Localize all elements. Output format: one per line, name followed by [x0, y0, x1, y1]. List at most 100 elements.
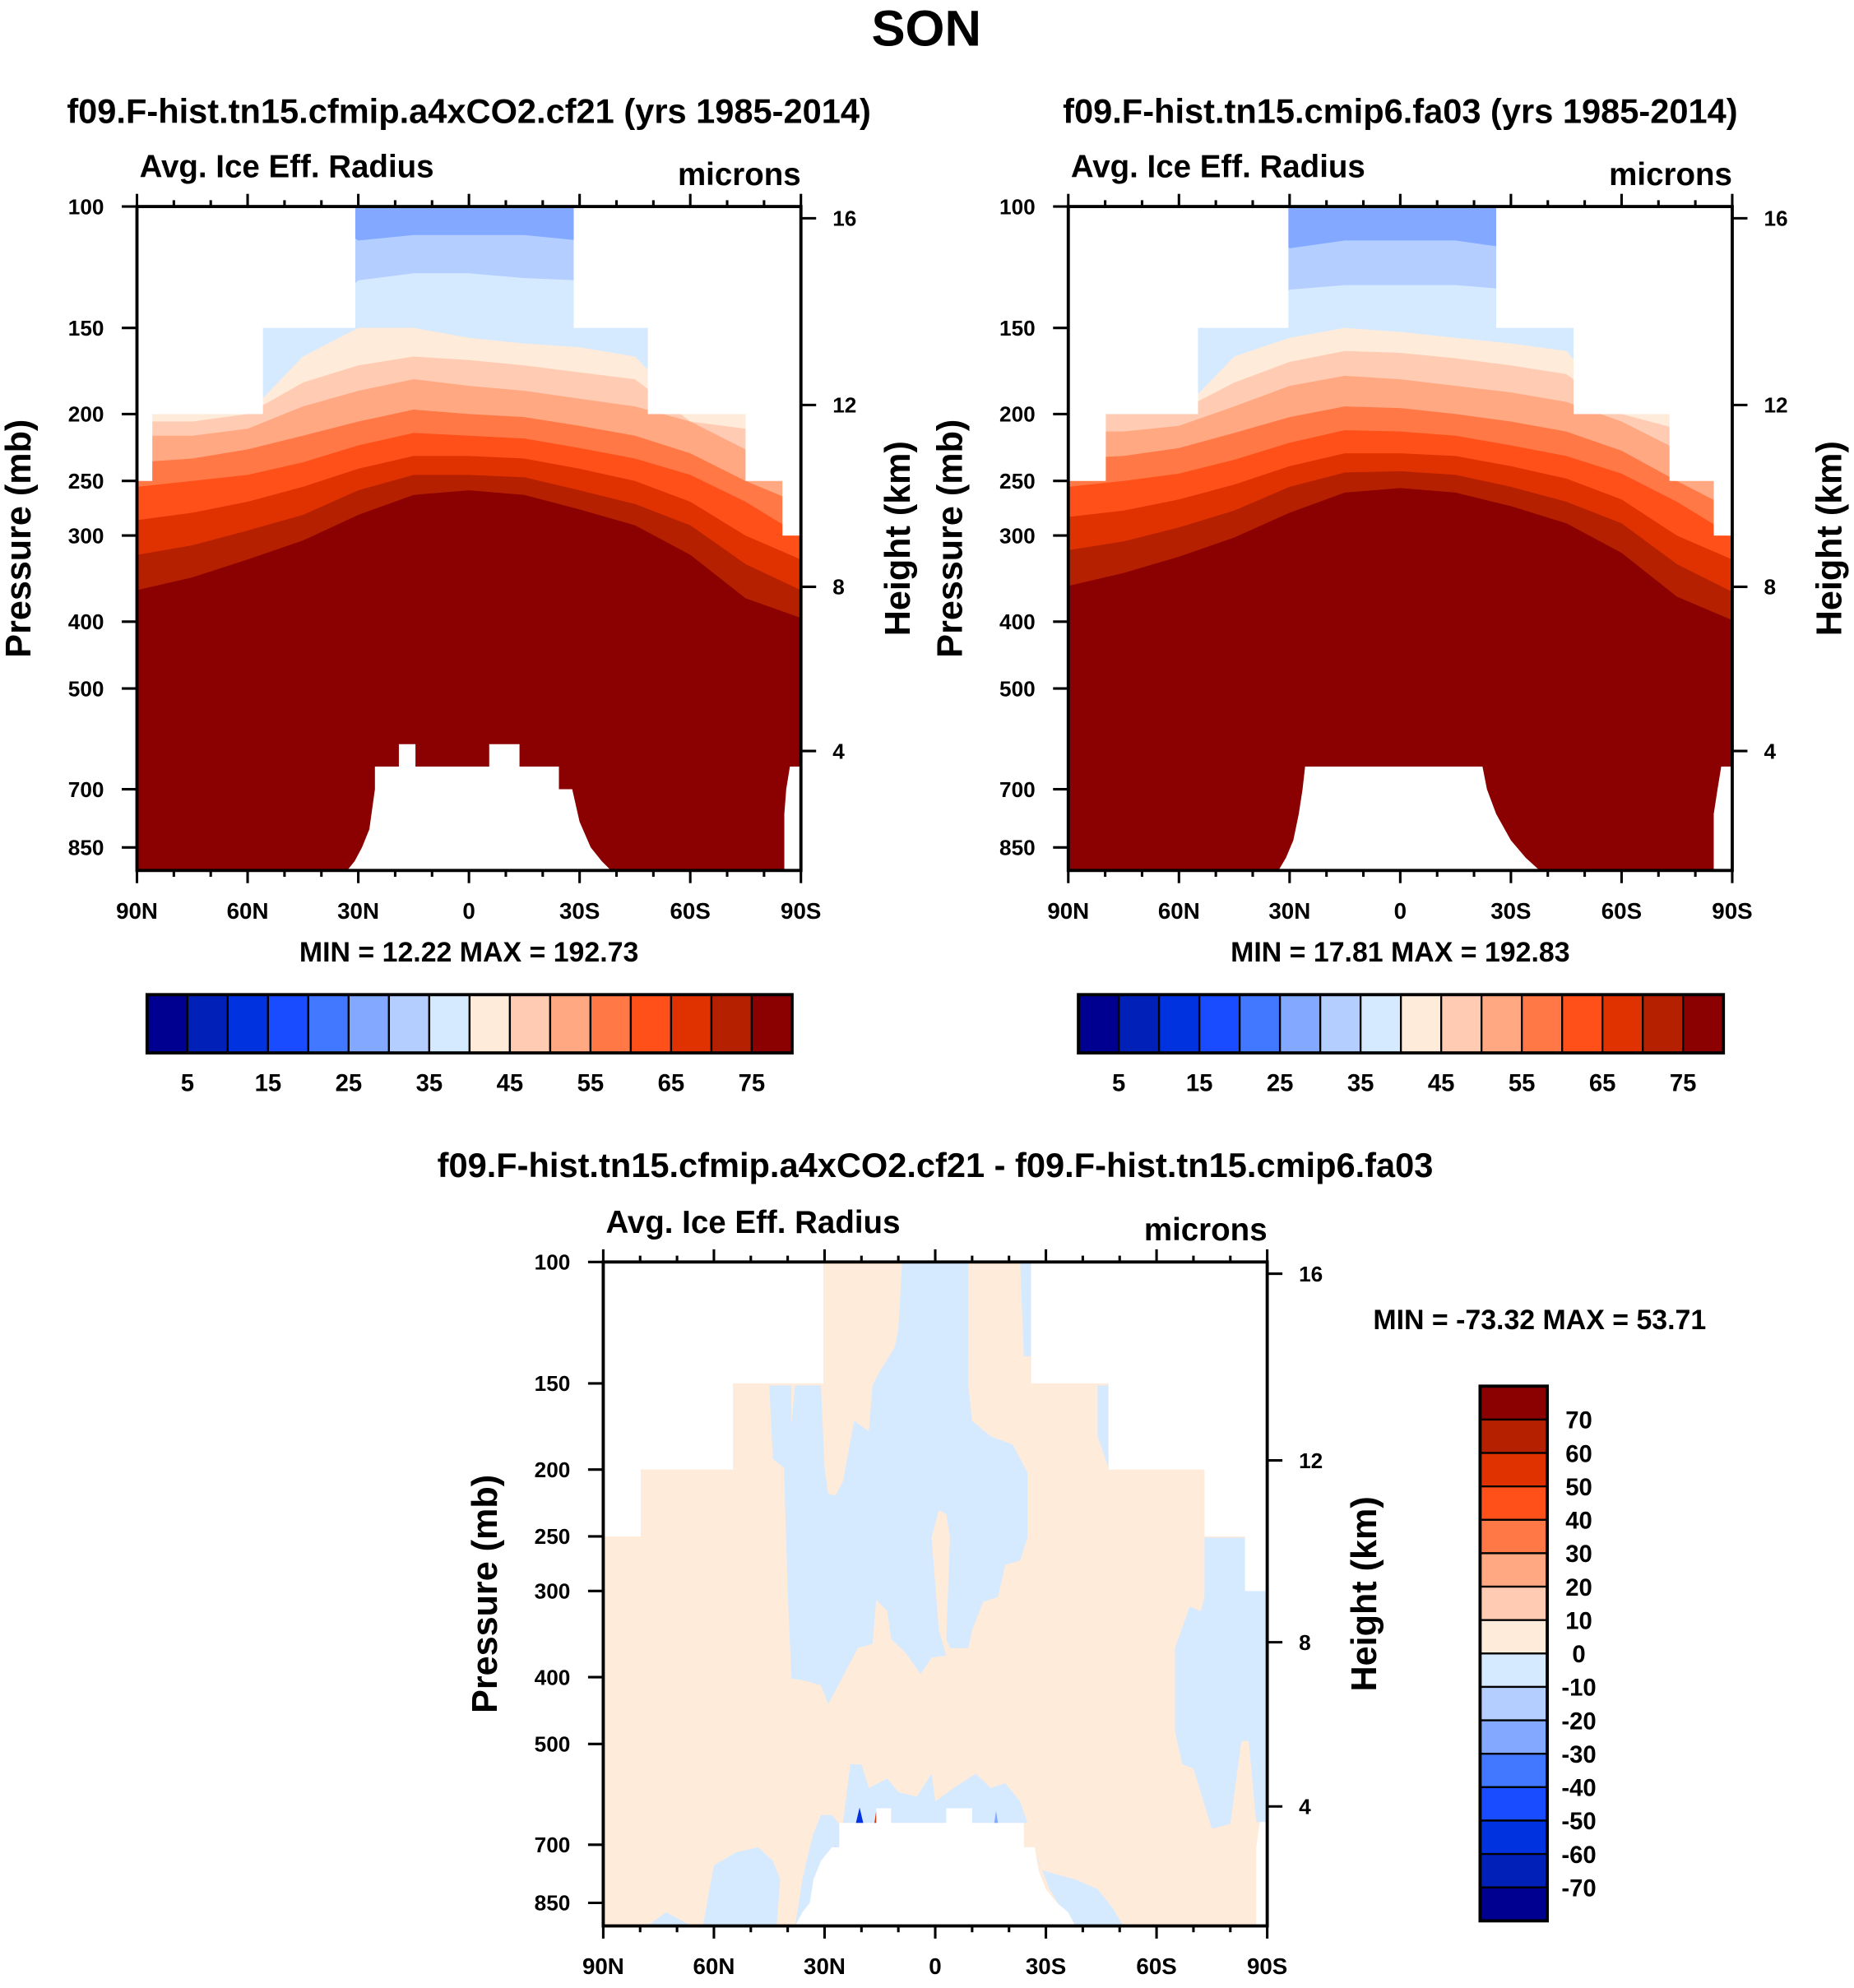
- colorbar-label: 45: [1428, 1070, 1455, 1096]
- missing-data-mask: [1197, 206, 1289, 328]
- x-tick-label: 90S: [781, 898, 821, 924]
- x-tick-label: 90S: [1247, 1953, 1287, 1979]
- x-tick-label: 90N: [582, 1953, 624, 1979]
- colorbar-label: -70: [1561, 1876, 1596, 1902]
- y-tick-label: 250: [68, 469, 104, 494]
- y-tick-label: 150: [999, 316, 1036, 341]
- height-tick-label: 8: [1299, 1630, 1311, 1655]
- colorbar-frame: [1478, 1384, 1549, 1923]
- colorbar-box: [1479, 1685, 1549, 1722]
- y-tick-label: 400: [68, 609, 104, 634]
- topography-mask: [1278, 766, 1540, 871]
- y-tick-label: 200: [68, 402, 104, 427]
- height-tick-label: 12: [1764, 393, 1787, 418]
- y-tick-label: 700: [68, 777, 104, 802]
- x-tick-label: 60S: [1601, 898, 1642, 924]
- colorbar-box: [226, 994, 270, 1054]
- height-tick-label: 12: [832, 393, 856, 418]
- colorbar-label: 10: [1565, 1608, 1592, 1634]
- contour-field: [1068, 206, 1732, 871]
- x-tick-label: 90N: [116, 898, 158, 924]
- y-tick-label: 400: [535, 1665, 571, 1689]
- y-tick-label: 100: [68, 194, 104, 219]
- contour-region: [1175, 1537, 1268, 1829]
- y-tick-label: 500: [999, 676, 1036, 701]
- contour-region: [855, 1807, 864, 1823]
- variable-name: Avg. Ice Eff. Radius: [1071, 150, 1365, 185]
- missing-data-mask: [573, 206, 649, 328]
- missing-data-mask: [603, 1262, 642, 1536]
- missing-data-mask: [745, 206, 784, 481]
- colorbar-box: [1117, 994, 1161, 1054]
- colorbar-box: [1642, 994, 1685, 1054]
- colorbar: 5 15 25 35 45 55 65 75: [145, 993, 794, 1096]
- missing-data-mask: [1495, 206, 1574, 328]
- colorbar-box: [1479, 1619, 1549, 1655]
- x-tick-label: 90N: [1047, 898, 1089, 924]
- topography-mask: [795, 1808, 1076, 1926]
- panel-difference: 90N 60N 30N 0 30S 60S 90S100150200250300400500…: [438, 1146, 1707, 1979]
- missing-data-mask: [1669, 206, 1715, 481]
- contour-field: [137, 206, 801, 871]
- colorbar-box: [387, 994, 431, 1054]
- colorbar-box: [1359, 994, 1402, 1054]
- height-axis-label: Height (km): [878, 441, 918, 636]
- y-axis-label: Pressure (mb): [930, 419, 970, 658]
- y-tick-label: 300: [999, 523, 1036, 548]
- colorbar-label: 65: [1589, 1070, 1616, 1096]
- colorbar-box: [1439, 994, 1483, 1054]
- colorbar-box: [428, 994, 471, 1054]
- colorbar-box: [1479, 1786, 1549, 1822]
- colorbar-box: [1479, 1452, 1549, 1488]
- colorbar-box: [1479, 1485, 1549, 1521]
- x-tick-label: 0: [462, 898, 475, 924]
- colorbar: 5 15 25 35 45 55 65 75: [1077, 993, 1726, 1096]
- colorbar-box: [670, 994, 713, 1054]
- y-tick-label: 850: [68, 836, 104, 860]
- colorbar-box: [710, 994, 753, 1054]
- y-tick-label: 150: [535, 1371, 571, 1396]
- height-tick-label: 8: [832, 575, 845, 600]
- colorbar-box: [1479, 1585, 1549, 1621]
- colorbar-box: [1399, 994, 1443, 1054]
- colorbar-box: [1479, 1852, 1549, 1888]
- height-tick-label: 16: [1764, 206, 1787, 231]
- colorbar-label: 0: [1572, 1642, 1585, 1668]
- height-axis-label: Height (km): [1810, 441, 1849, 636]
- y-tick-label: 500: [535, 1732, 571, 1757]
- missing-data-mask: [1105, 206, 1198, 415]
- x-tick-label: 60N: [227, 898, 269, 924]
- missing-data-mask: [640, 1262, 734, 1470]
- min-max-label: MIN = 17.81 MAX = 192.83: [1231, 937, 1569, 968]
- y-tick-label: 200: [535, 1457, 571, 1482]
- colorbar-label: 75: [739, 1070, 766, 1096]
- colorbar-box: [146, 994, 189, 1054]
- contour-region: [647, 1912, 693, 1926]
- panel-cmip6: 90N 60N 30N 0 30S 60S 90S 100 150 200 250 300 400 500…: [930, 91, 1849, 1096]
- colorbar-box: [1682, 994, 1725, 1054]
- y-tick-label: 250: [999, 469, 1036, 494]
- colorbar-box: [347, 994, 391, 1054]
- colorbar-box: [1601, 994, 1644, 1054]
- y-tick-label: 700: [999, 777, 1036, 802]
- colorbar-label: 15: [1186, 1070, 1213, 1096]
- colorbar-box: [1278, 994, 1322, 1054]
- colorbar-label: 5: [181, 1070, 194, 1096]
- missing-data-mask: [1068, 206, 1106, 481]
- colorbar-box: [267, 994, 310, 1054]
- missing-data-mask: [1244, 1262, 1268, 1592]
- x-tick-label: 90S: [1712, 898, 1752, 924]
- contour-region: [769, 1262, 1028, 1705]
- colorbar-box: [1479, 1719, 1549, 1755]
- colorbar-label: 20: [1565, 1575, 1592, 1601]
- topography-mask: [1256, 1822, 1268, 1926]
- topography-mask: [1713, 766, 1732, 871]
- colorbar-box: [1198, 994, 1241, 1054]
- x-tick-label: 30S: [1490, 898, 1531, 924]
- colorbar-box: [468, 994, 512, 1054]
- colorbar-label: 45: [497, 1070, 524, 1096]
- y-tick-label: 100: [999, 194, 1036, 219]
- colorbar-box: [1479, 1385, 1549, 1421]
- colorbar-label: -30: [1561, 1742, 1596, 1768]
